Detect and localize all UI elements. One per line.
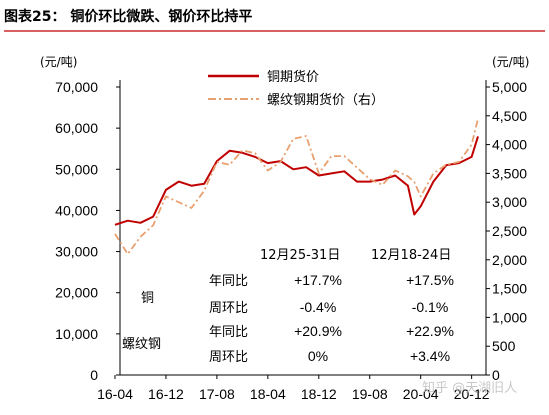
right-tick-label: 5,000 xyxy=(492,79,527,95)
right-tick-label: 4,000 xyxy=(492,137,527,153)
left-tick-label: 70,000 xyxy=(55,79,98,95)
table-cell: -0.4% xyxy=(300,299,337,315)
table-cell: +17.5% xyxy=(406,272,454,288)
table-col-header-0: 12月25-31日 xyxy=(260,248,340,263)
right-axis-unit: (元/吨) xyxy=(492,55,529,69)
x-tick-label: 19-08 xyxy=(352,386,388,402)
right-tick-label: 3,500 xyxy=(492,165,527,181)
right-tick-label: 2,000 xyxy=(492,252,527,268)
series-line-copper xyxy=(114,136,479,226)
x-tick-label: 18-12 xyxy=(301,386,337,402)
x-tick-label: 16-04 xyxy=(97,386,133,402)
table-cell: +22.9% xyxy=(406,323,454,339)
x-tick-label: 20-04 xyxy=(403,386,439,402)
legend-label-rebar: 螺纹钢期货价（右） xyxy=(267,92,384,108)
right-tick-label: 500 xyxy=(492,338,516,354)
right-tick-label: 2,500 xyxy=(492,223,527,239)
table-row-label: 周环比 xyxy=(209,301,248,316)
table-cell: +17.7% xyxy=(294,272,342,288)
right-tick-label: 0 xyxy=(492,367,500,383)
left-axis-unit: (元/吨) xyxy=(40,55,77,69)
x-tick-label: 17-08 xyxy=(199,386,235,402)
table-cell: +3.4% xyxy=(410,348,450,364)
legend-label-copper: 铜期货价 xyxy=(267,69,319,85)
x-tick-label: 18-04 xyxy=(250,386,286,402)
table-row-label: 周环比 xyxy=(209,350,248,365)
x-axis-ticks: 16-04 16-12 17-08 18-04 18-12 19-08 20-04 20-12 xyxy=(97,375,490,402)
watermark: 知乎 @天湖旧人 xyxy=(422,380,517,396)
left-tick-label: 40,000 xyxy=(55,202,98,218)
table-cell: -0.1% xyxy=(412,299,449,315)
left-tick-label: 10,000 xyxy=(55,326,98,342)
left-tick-label: 30,000 xyxy=(55,244,98,260)
table-cell: 0% xyxy=(308,348,328,364)
left-tick-label: 60,000 xyxy=(55,120,98,136)
table-group-label-rebar: 螺纹钢 xyxy=(122,337,161,352)
series-layer xyxy=(114,118,479,255)
right-tick-label: 1,500 xyxy=(492,281,527,297)
right-tick-label: 1,000 xyxy=(492,309,527,325)
left-tick-label: 0 xyxy=(90,367,98,383)
series-line-rebar xyxy=(114,118,479,255)
right-axis-ticks: 0 500 1,000 1,500 2,000 2,500 3,000 3,500 4,000 4… xyxy=(486,79,527,383)
table-row-label: 年同比 xyxy=(209,325,248,340)
x-tick-label: 16-12 xyxy=(148,386,184,402)
x-tick-label: 20-12 xyxy=(454,386,490,402)
table-cell: +20.9% xyxy=(294,323,342,339)
left-tick-label: 20,000 xyxy=(55,285,98,301)
table-col-header-1: 12月18-24日 xyxy=(371,248,451,263)
table-row-label: 年同比 xyxy=(209,274,248,289)
stats-table: 12月25-31日 12月18-24日 铜 螺纹钢 年同比 +17.7% +17… xyxy=(122,248,454,365)
chart-title: 图表25： 铜价环比微跌、钢价环比持平 xyxy=(4,8,252,25)
table-group-label-copper: 铜 xyxy=(141,291,154,306)
left-tick-label: 50,000 xyxy=(55,161,98,177)
left-axis-ticks: 0 10,000 20,000 30,000 40,000 50,000 60,000 70,… xyxy=(55,79,120,383)
right-tick-label: 3,000 xyxy=(492,194,527,210)
right-tick-label: 4,500 xyxy=(492,108,527,124)
legend: 铜期货价 螺纹钢期货价（右） xyxy=(208,69,384,108)
